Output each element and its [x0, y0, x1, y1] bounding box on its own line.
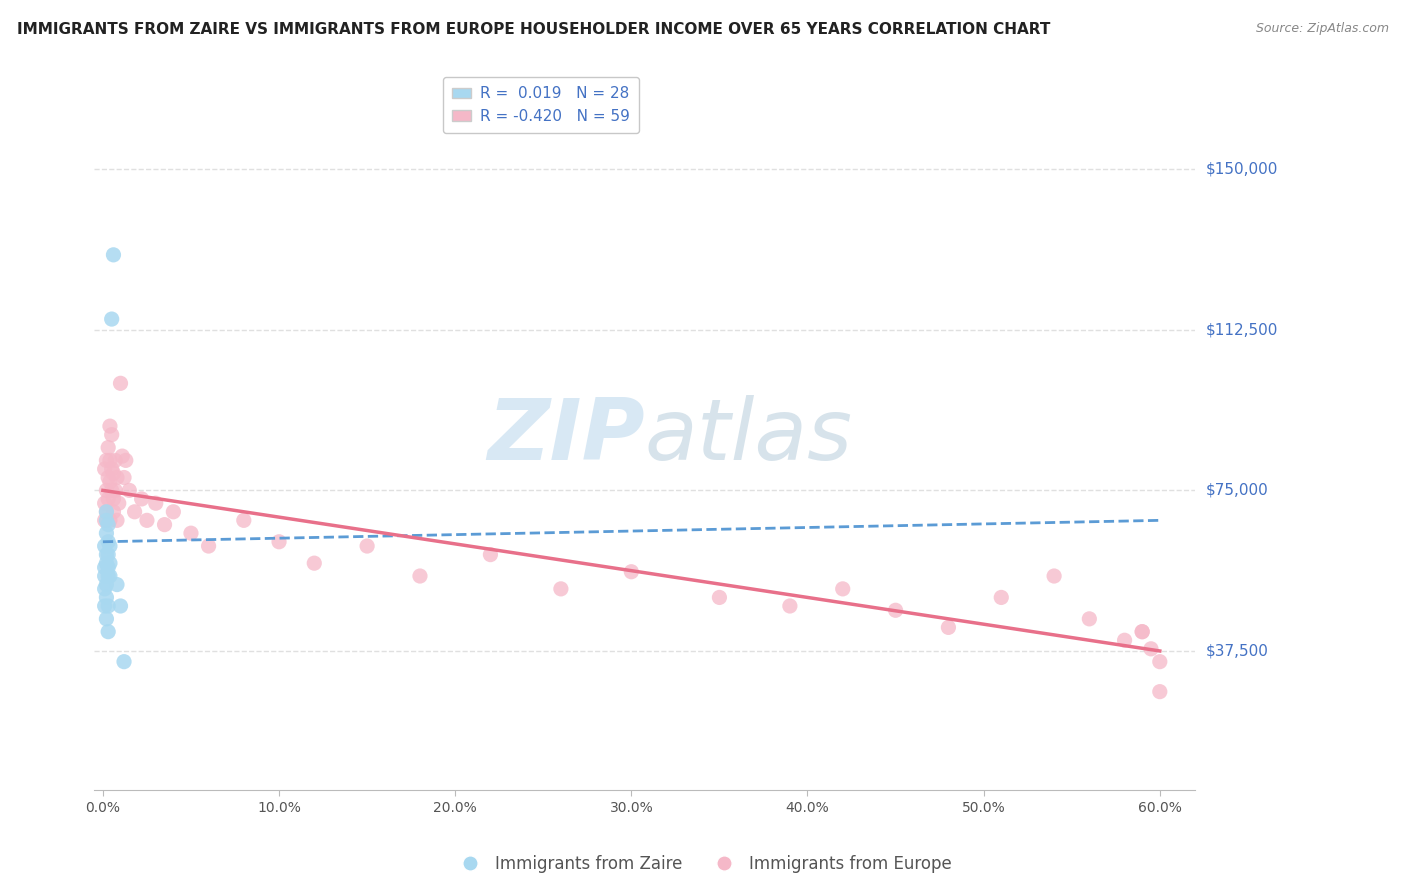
Point [96, 556, 118, 570]
Point [304, 556, 326, 570]
Point [103, 248, 125, 262]
Point [103, 467, 125, 481]
Point [105, 470, 128, 484]
Point [1078, 612, 1101, 626]
Point [96, 577, 118, 591]
Text: IMMIGRANTS FROM ZAIRE VS IMMIGRANTS FROM EUROPE HOUSEHOLDER INCOME OVER 65 YEARS: IMMIGRANTS FROM ZAIRE VS IMMIGRANTS FROM… [17, 22, 1050, 37]
Point [100, 312, 122, 326]
Point [124, 505, 146, 519]
Point [98, 513, 121, 527]
Point [93, 462, 115, 476]
Point [100, 462, 122, 476]
Point [1130, 624, 1153, 639]
Point [114, 453, 136, 467]
Point [96, 513, 118, 527]
Point [97, 624, 120, 639]
Point [97, 441, 120, 455]
Point [98, 556, 121, 570]
Legend: R =  0.019   N = 28, R = -0.420   N = 59: R = 0.019 N = 28, R = -0.420 N = 59 [443, 77, 638, 133]
Point [232, 513, 254, 527]
Point [1114, 633, 1136, 648]
Point [145, 496, 167, 510]
Point [112, 655, 135, 669]
Point [93, 513, 115, 527]
Point [98, 569, 121, 583]
Point [96, 591, 118, 605]
Text: $112,500: $112,500 [1206, 322, 1278, 337]
Point [112, 470, 135, 484]
Point [136, 513, 159, 527]
Point [990, 591, 1012, 605]
Point [409, 569, 432, 583]
Point [98, 419, 121, 434]
Point [97, 470, 120, 484]
Point [96, 483, 118, 498]
Point [884, 603, 907, 617]
Point [709, 591, 731, 605]
Point [96, 505, 118, 519]
Text: $150,000: $150,000 [1206, 161, 1278, 177]
Point [620, 565, 643, 579]
Text: $37,500: $37,500 [1206, 643, 1270, 658]
Point [97, 548, 120, 562]
Point [98, 475, 121, 489]
Point [153, 517, 176, 532]
Point [1130, 624, 1153, 639]
Point [479, 548, 502, 562]
Point [97, 569, 120, 583]
Point [131, 491, 153, 506]
Legend: Immigrants from Zaire, Immigrants from Europe: Immigrants from Zaire, Immigrants from E… [447, 848, 959, 880]
Text: $75,000: $75,000 [1206, 483, 1268, 498]
Point [104, 483, 127, 498]
Point [100, 427, 122, 442]
Point [93, 560, 115, 574]
Point [97, 517, 120, 532]
Point [93, 599, 115, 613]
Point [356, 539, 378, 553]
Text: ZIP: ZIP [486, 395, 644, 478]
Point [550, 582, 572, 596]
Point [98, 539, 121, 553]
Point [162, 505, 184, 519]
Point [831, 582, 853, 596]
Point [197, 539, 219, 553]
Point [1149, 655, 1171, 669]
Point [103, 491, 125, 506]
Point [118, 483, 141, 498]
Point [110, 599, 132, 613]
Point [779, 599, 801, 613]
Point [93, 496, 115, 510]
Point [103, 505, 125, 519]
Point [180, 526, 202, 541]
Point [104, 453, 127, 467]
Point [110, 376, 132, 391]
Point [96, 526, 118, 541]
Point [105, 513, 128, 527]
Point [1043, 569, 1066, 583]
Point [96, 505, 118, 519]
Point [105, 577, 128, 591]
Point [111, 449, 134, 463]
Point [93, 582, 115, 596]
Point [1140, 641, 1163, 656]
Point [96, 453, 118, 467]
Point [267, 534, 290, 549]
Point [93, 569, 115, 583]
Text: atlas: atlas [644, 395, 852, 478]
Point [938, 620, 960, 634]
Text: Source: ZipAtlas.com: Source: ZipAtlas.com [1256, 22, 1389, 36]
Point [97, 534, 120, 549]
Point [100, 483, 122, 498]
Point [96, 548, 118, 562]
Point [93, 539, 115, 553]
Point [1149, 684, 1171, 698]
Point [97, 599, 120, 613]
Point [96, 612, 118, 626]
Point [98, 453, 121, 467]
Point [107, 496, 129, 510]
Point [97, 491, 120, 506]
Point [97, 560, 120, 574]
